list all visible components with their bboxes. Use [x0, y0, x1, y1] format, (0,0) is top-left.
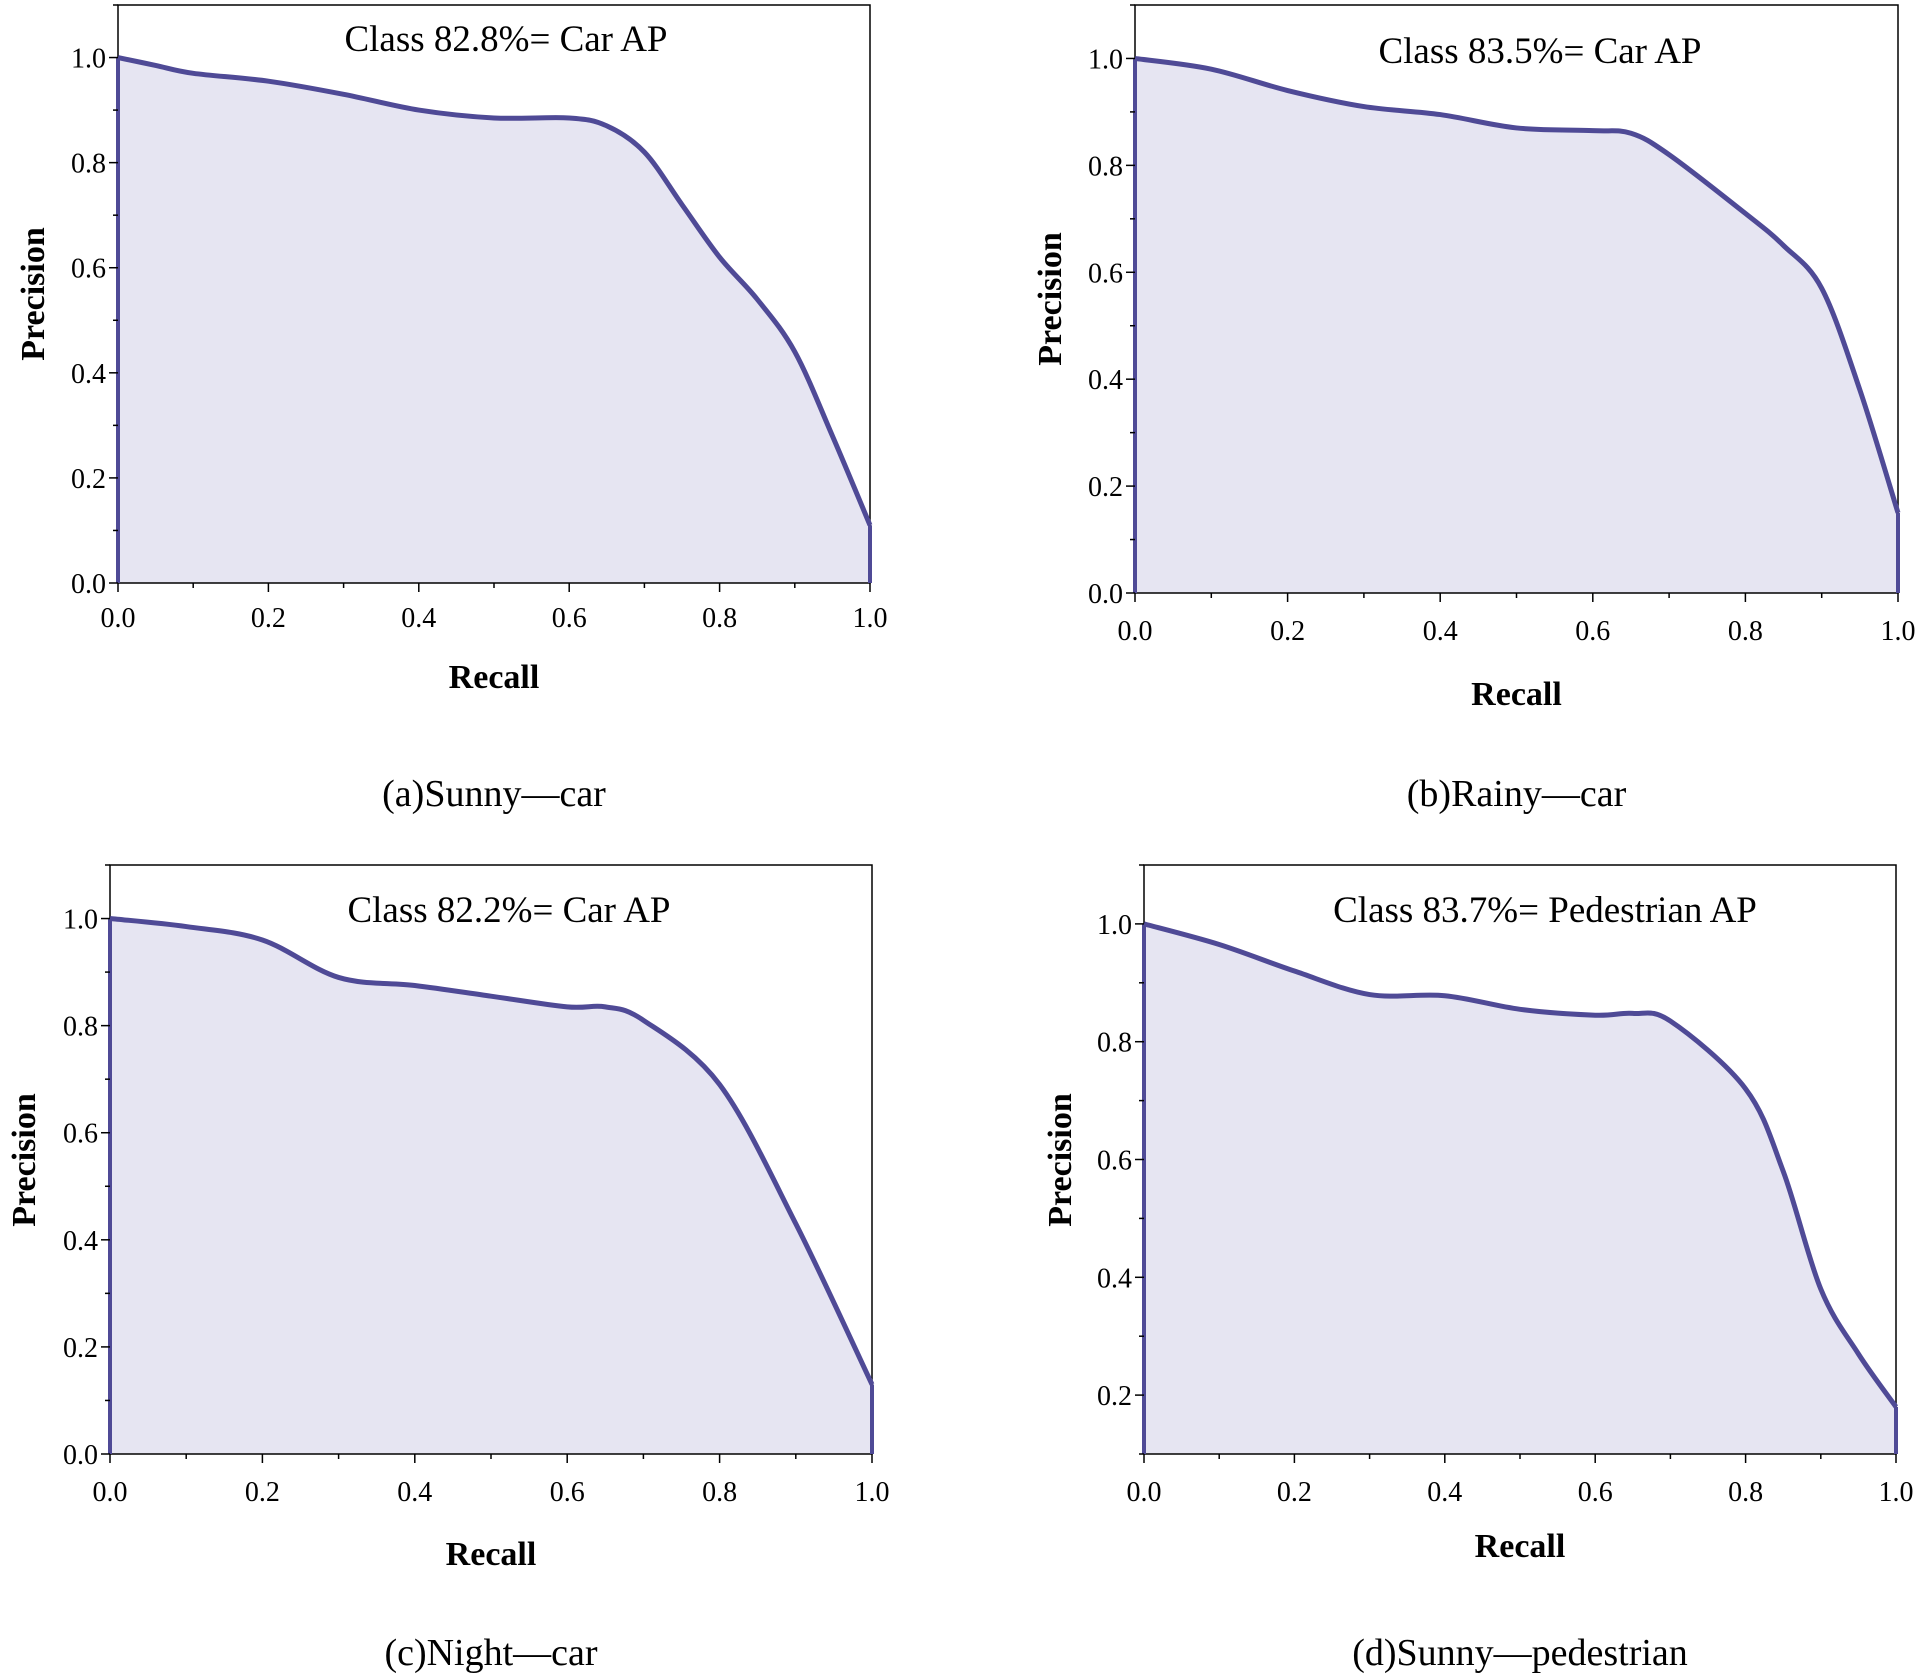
x-tick-label: 0.0 — [101, 603, 136, 634]
y-tick-label: 0.4 — [1088, 365, 1123, 396]
x-axis-label: Recall — [446, 1536, 537, 1573]
y-tick-label: 0.4 — [1097, 1263, 1132, 1294]
x-tick-label: 1.0 — [1879, 1477, 1914, 1508]
chart-panel-a: 0.0 0.2 0.4 0.6 0.8 1.0 0.0 0.2 0.4 0.6 0.8 1.0 Clas… — [15, 4, 888, 815]
y-tick-label: 0.4 — [71, 359, 106, 390]
chart-title: Class 82.2%= Car AP — [347, 890, 670, 931]
y-axis-label: Precision — [1042, 1093, 1079, 1227]
y-tick-label: 0.8 — [71, 149, 106, 180]
y-axis-label: Precision — [15, 227, 52, 361]
x-tick-label: 0.2 — [1270, 616, 1305, 647]
chart-title: Class 83.5%= Car AP — [1378, 31, 1701, 72]
pr-curve-line — [117, 55, 873, 527]
y-tick-label: 0.2 — [63, 1333, 98, 1364]
panel-caption: (d)Sunny—pedestrian — [1352, 1632, 1688, 1674]
panel-caption: (a)Sunny—car — [382, 773, 606, 815]
y-tick-label: 0.0 — [63, 1440, 98, 1471]
chart-panel-c: 0.0 0.2 0.4 0.6 0.8 1.0 0.0 0.2 0.4 0.6 0.8 1.0 Clas… — [6, 864, 890, 1674]
y-tick-label: 1.0 — [1088, 44, 1123, 75]
x-tick-label: 0.0 — [1118, 616, 1153, 647]
y-axis-label: Precision — [6, 1093, 43, 1227]
x-tick-label: 0.2 — [251, 603, 286, 634]
y-tick-label: 1.0 — [71, 44, 106, 75]
y-tick-label: 0.2 — [1097, 1381, 1132, 1412]
x-tick-label: 0.0 — [93, 1477, 128, 1508]
chart-title: Class 82.8%= Car AP — [344, 19, 667, 60]
y-tick-label: 0.6 — [63, 1119, 98, 1150]
x-axis-label: Recall — [449, 659, 540, 696]
y-tick-label: 0.6 — [1097, 1146, 1132, 1177]
x-tick-label: 0.8 — [1728, 1477, 1763, 1508]
x-tick-label: 0.4 — [397, 1477, 432, 1508]
x-tick-label: 0.2 — [245, 1477, 280, 1508]
pr-area-fill — [110, 918, 872, 1454]
pr-curve-line — [109, 916, 875, 1386]
y-tick-label: 1.0 — [1097, 910, 1132, 941]
x-tick-label: 0.4 — [1423, 616, 1458, 647]
x-tick-label: 0.8 — [702, 1477, 737, 1508]
x-tick-label: 0.2 — [1277, 1477, 1312, 1508]
x-tick-label: 1.0 — [853, 603, 888, 634]
y-tick-label: 0.8 — [1088, 151, 1123, 182]
x-tick-label: 0.6 — [1578, 1477, 1613, 1508]
y-tick-label: 0.0 — [71, 569, 106, 600]
x-tick-label: 0.6 — [1575, 616, 1610, 647]
pr-area-fill — [1144, 923, 1896, 1454]
x-tick-label: 0.4 — [401, 603, 436, 634]
y-tick-label: 1.0 — [63, 905, 98, 936]
pr-curve-line — [1134, 55, 1901, 514]
x-tick-label: 0.8 — [702, 603, 737, 634]
x-tick-label: 0.8 — [1728, 616, 1763, 647]
y-tick-label: 0.2 — [1088, 472, 1123, 503]
y-tick-label: 0.2 — [71, 464, 106, 495]
x-axis-label: Recall — [1471, 676, 1562, 713]
panel-caption: (b)Rainy—car — [1407, 773, 1627, 815]
x-tick-label: 0.6 — [552, 603, 587, 634]
y-tick-label: 0.4 — [63, 1226, 98, 1257]
chart-title: Class 83.7%= Pedestrian AP — [1333, 890, 1757, 931]
pr-area-fill — [118, 57, 870, 583]
x-axis-label: Recall — [1475, 1528, 1566, 1565]
y-tick-label: 0.6 — [71, 254, 106, 285]
pr-area-fill — [1135, 58, 1898, 594]
pr-curve-line — [1143, 921, 1899, 1409]
panel-caption: (c)Night—car — [384, 1632, 597, 1674]
y-tick-label: 0.8 — [1097, 1028, 1132, 1059]
chart-panel-d: 0.0 0.2 0.4 0.6 0.8 1.0 0.2 0.4 0.6 0.8 1.0 Class 8… — [1042, 864, 1914, 1674]
chart-panel-b: 0.0 0.2 0.4 0.6 0.8 1.0 0.0 0.2 0.4 0.6 0.8 1.0 Clas… — [1032, 4, 1916, 815]
x-tick-label: 1.0 — [855, 1477, 890, 1508]
x-tick-label: 1.0 — [1881, 616, 1916, 647]
y-tick-label: 0.0 — [1088, 579, 1123, 610]
x-tick-label: 0.6 — [550, 1477, 585, 1508]
y-tick-label: 0.8 — [63, 1012, 98, 1043]
x-tick-label: 0.0 — [1127, 1477, 1162, 1508]
x-tick-label: 0.4 — [1427, 1477, 1462, 1508]
y-tick-label: 0.6 — [1088, 258, 1123, 289]
y-axis-label: Precision — [1032, 232, 1069, 366]
